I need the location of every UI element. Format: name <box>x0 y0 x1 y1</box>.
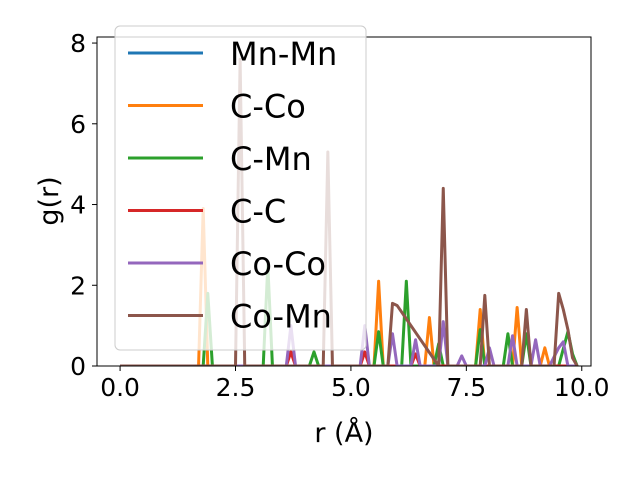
legend-label-co-co: Co-Co <box>230 245 326 283</box>
y-tick-label: 2 <box>70 271 86 300</box>
legend-label-mn-mn: Mn-Mn <box>230 35 337 73</box>
series-line-co-mn <box>120 57 579 366</box>
x-tick-label: 10.0 <box>554 373 610 402</box>
y-axis-label: g(r) <box>34 176 65 225</box>
x-axis-label: r (Å) <box>314 417 373 449</box>
x-tick-label: 5.0 <box>331 373 371 402</box>
legend-label-co-mn: Co-Mn <box>230 298 332 336</box>
series-line-c-c <box>120 350 578 366</box>
legend: Mn-Mn C-Co C-Mn C-C Co-Co Co-Mn <box>114 25 367 351</box>
legend-label-c-c: C-C <box>230 193 286 231</box>
legend-label-c-co: C-Co <box>230 88 306 126</box>
legend-label-c-mn: C-Mn <box>230 140 312 178</box>
y-tick-label: 8 <box>70 29 86 58</box>
y-tick-label: 0 <box>70 352 86 381</box>
x-tick-label: 7.5 <box>446 373 486 402</box>
y-tick-label: 6 <box>70 110 86 139</box>
x-tick-label: 0.0 <box>100 373 140 402</box>
x-tick-label: 2.5 <box>216 373 256 402</box>
y-tick-label: 4 <box>70 191 86 220</box>
